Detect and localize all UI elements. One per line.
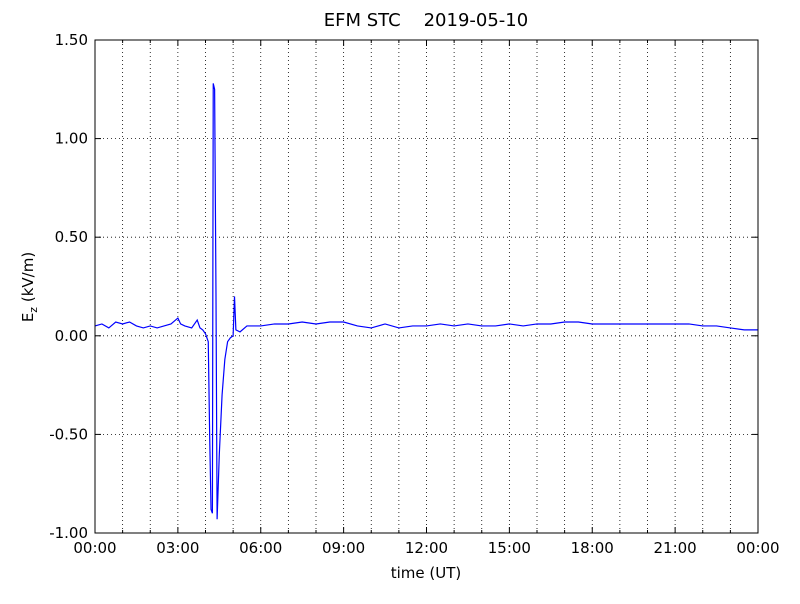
x-tick-label: 18:00 <box>571 539 614 557</box>
y-tick-label: 0.00 <box>55 327 88 345</box>
y-label-main: E <box>19 313 37 322</box>
x-tick-label: 12:00 <box>405 539 448 557</box>
y-tick-label: 0.50 <box>55 228 88 246</box>
y-tick-label: -1.00 <box>49 524 88 542</box>
y-label-sub: z <box>27 307 40 313</box>
y-tick-label: -0.50 <box>49 425 88 443</box>
x-axis-label: time (UT) <box>391 564 462 582</box>
x-tick-label: 00:00 <box>73 539 116 557</box>
x-tick-label: 06:00 <box>239 539 282 557</box>
y-label-unit: (kV/m) <box>19 252 37 307</box>
y-axis-label: Ez (kV/m) <box>19 252 40 322</box>
y-tick-label: 1.00 <box>55 130 88 148</box>
data-line <box>94 83 758 520</box>
x-tick-label: 21:00 <box>654 539 697 557</box>
chart-title: EFM STC 2019-05-10 <box>324 10 528 31</box>
x-tick-label: 09:00 <box>322 539 365 557</box>
x-tick-label: 03:00 <box>156 539 199 557</box>
y-tick-label: 1.50 <box>55 31 88 49</box>
x-tick-label: 15:00 <box>488 539 531 557</box>
plot-frame <box>94 39 759 534</box>
x-tick-label: 00:00 <box>736 539 779 557</box>
